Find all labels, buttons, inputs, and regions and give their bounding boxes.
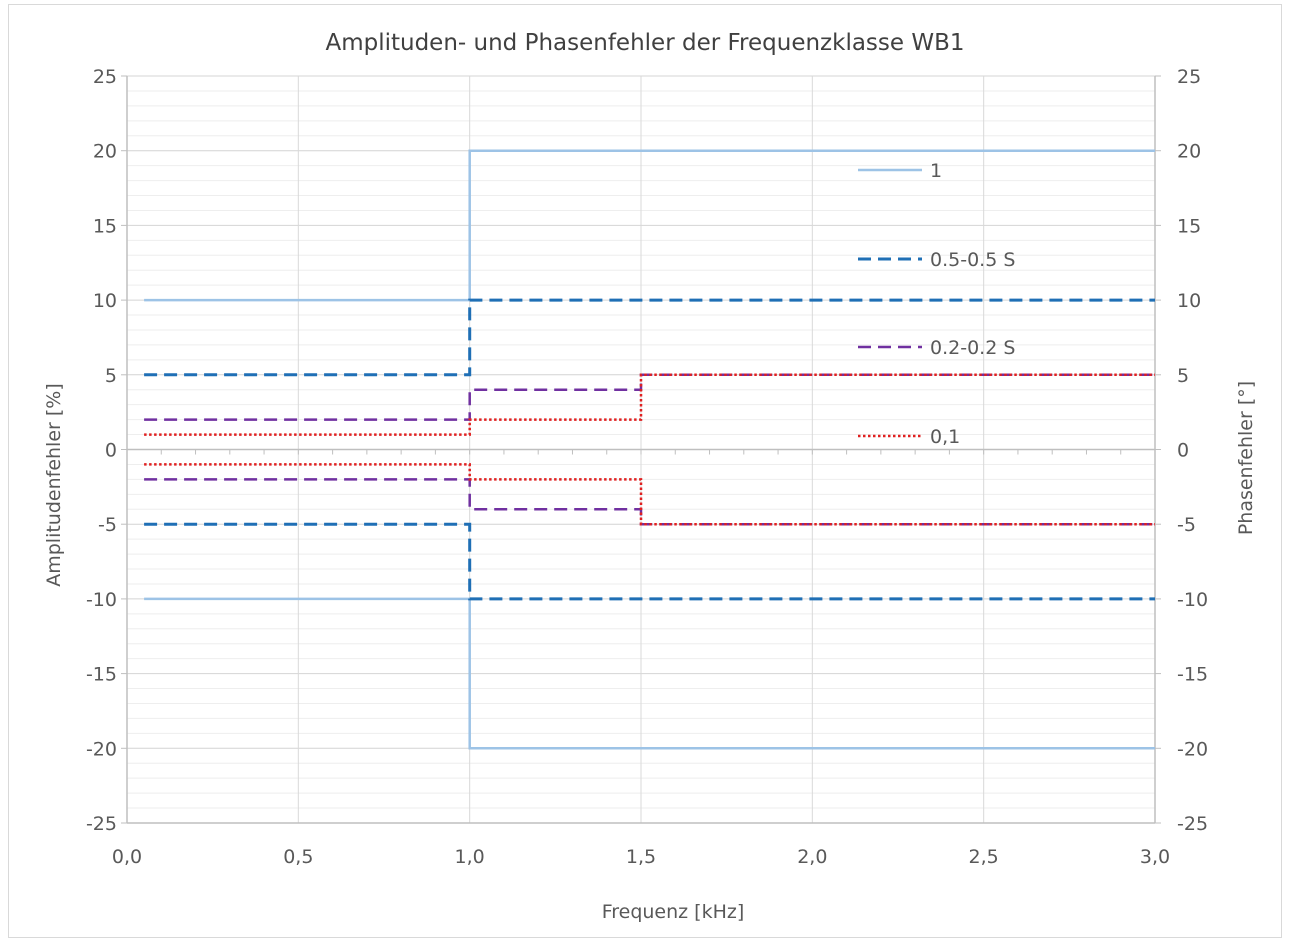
y-tick-label-left: -15: [86, 664, 117, 686]
legend-label: 1: [930, 160, 942, 182]
series-line-3-upper: [144, 373, 1155, 421]
y-tick-label-left: 20: [93, 141, 117, 163]
y-tick-label-left: 15: [93, 215, 117, 237]
series-line-4-lower: [144, 463, 1155, 526]
series-line-1-upper: [144, 149, 1155, 302]
x-tick-label: 1,0: [455, 846, 485, 868]
y-tick-label-left: 5: [105, 365, 117, 387]
y-tick-label-left: -20: [86, 738, 117, 760]
y-tick-label-left: 0: [105, 440, 117, 462]
y-tick-label-left: -5: [98, 514, 117, 536]
series-line-2-lower: [144, 522, 1155, 601]
axes: [121, 75, 1161, 824]
chart-frame: [8, 4, 1282, 938]
legend-label: 0.2-0.2 S: [930, 337, 1015, 359]
y-axis-label-left: Amplitudenfehler [%]: [43, 383, 65, 587]
x-tick-label: 0,0: [112, 846, 142, 868]
y-tick-label-left: 10: [93, 290, 117, 312]
x-tick-label: 1,5: [626, 846, 656, 868]
y-tick-label-right: -5: [1177, 514, 1196, 536]
y-tick-label-right: 25: [1177, 66, 1201, 88]
y-tick-label-right: -20: [1177, 738, 1208, 760]
legend-label: 0,1: [930, 426, 960, 448]
x-tick-label: 0,5: [283, 846, 313, 868]
series-line-1-lower: [144, 597, 1155, 750]
y-tick-label-right: 10: [1177, 290, 1201, 312]
series-line-2-upper: [144, 298, 1155, 377]
y-tick-label-right: -10: [1177, 589, 1208, 611]
y-tick-label-right: 15: [1177, 215, 1201, 237]
y-tick-label-left: -25: [86, 813, 117, 835]
y-tick-label-right: 20: [1177, 141, 1201, 163]
x-tick-label: 2,0: [797, 846, 827, 868]
y-tick-label-right: 5: [1177, 365, 1189, 387]
series-lines: [144, 149, 1155, 750]
chart-title: Amplituden- und Phasenfehler der Frequen…: [325, 30, 964, 56]
legend-label: 0.5-0.5 S: [930, 249, 1015, 271]
y-tick-label-left: 25: [93, 66, 117, 88]
x-axis-label: Frequenz [kHz]: [602, 901, 745, 923]
series-line-4-upper: [144, 373, 1155, 436]
tick-labels: 25 25 20 20 15 15 10 10 5 5 0 0 -5 -5 -10 -10 -15 -15 -20 -…: [86, 66, 1208, 868]
series-line-3-lower: [144, 478, 1155, 526]
y-tick-label-left: -10: [86, 589, 117, 611]
y-tick-label-right: -15: [1177, 664, 1208, 686]
x-tick-label: 2,5: [969, 846, 999, 868]
y-tick-label-right: 0: [1177, 440, 1189, 462]
legend: 1 0.5-0.5 S 0.2-0.2 S 0,1: [858, 160, 1015, 448]
x-tick-label: 3,0: [1140, 846, 1170, 868]
y-axis-label-right: Phasenfehler [°]: [1235, 381, 1257, 535]
y-tick-label-right: -25: [1177, 813, 1208, 835]
